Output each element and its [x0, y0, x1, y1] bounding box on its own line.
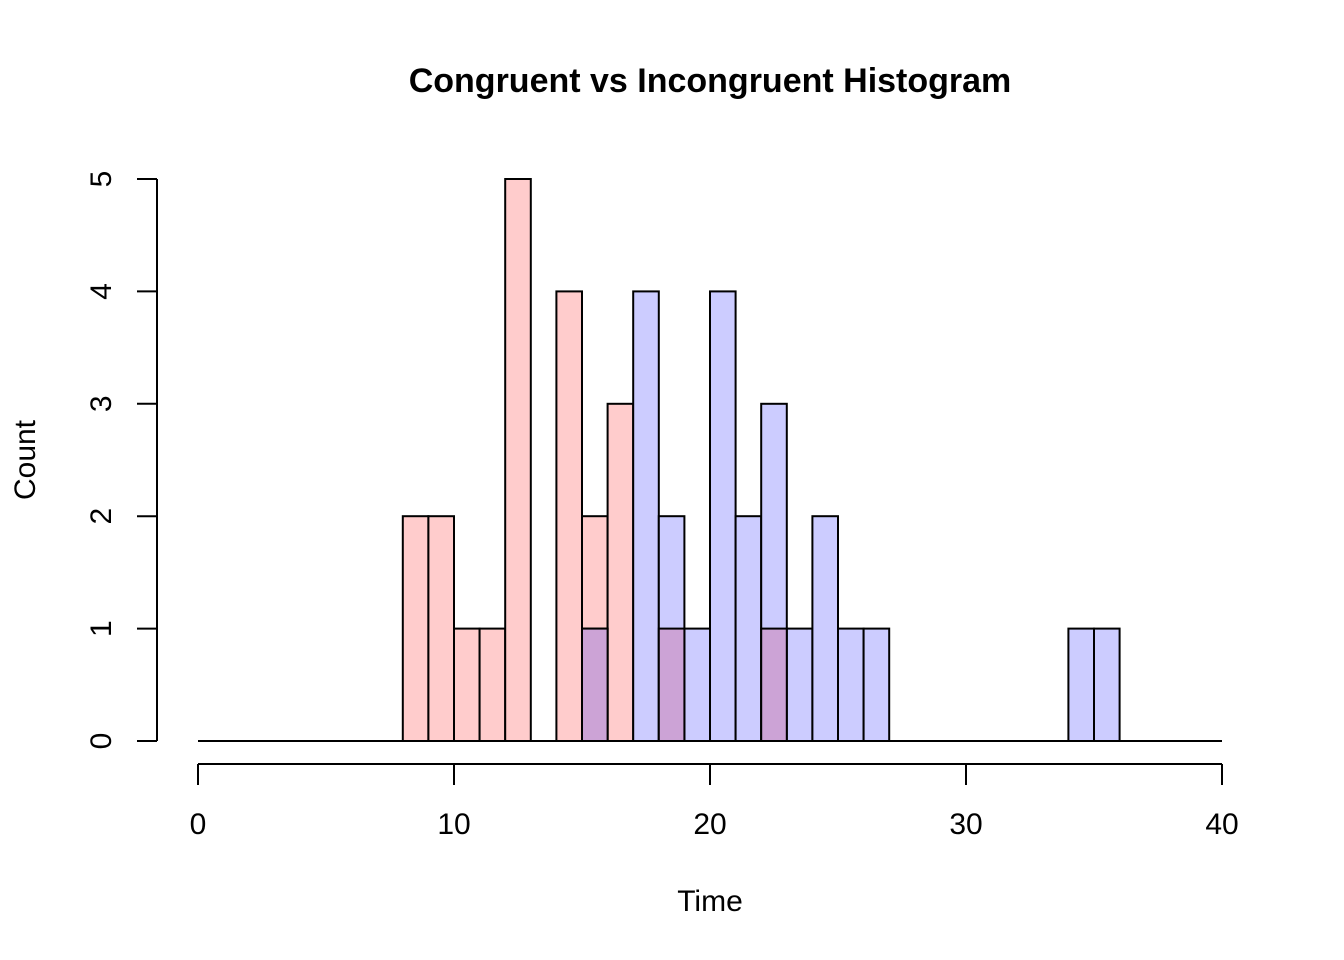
histogram-bar	[734, 515, 763, 743]
histogram-bar	[785, 627, 814, 742]
y-axis-label: Count	[9, 419, 42, 500]
y-tick-label: 0	[85, 733, 118, 750]
histogram-bar	[401, 515, 430, 743]
histogram-bar-overlap	[657, 627, 686, 742]
histogram-bar	[862, 627, 891, 742]
y-axis: 0 1 2 3 4 5	[85, 171, 158, 750]
histogram-bar	[1067, 627, 1096, 742]
x-axis-label: Time	[677, 885, 743, 918]
histogram-bar	[555, 290, 584, 742]
histogram-bar	[837, 627, 865, 742]
histogram-bar	[453, 627, 481, 742]
histogram-bar	[1093, 627, 1121, 742]
histogram-bar	[811, 515, 840, 743]
histogram-bar	[427, 515, 455, 743]
y-tick-label: 3	[85, 395, 118, 412]
x-tick-label: 20	[693, 808, 726, 841]
x-axis: 0 10 20 30 40	[190, 763, 1239, 841]
histogram-bar	[709, 290, 737, 742]
histogram-bar	[632, 290, 660, 742]
histogram-bar	[683, 627, 712, 742]
y-tick-label: 1	[85, 620, 118, 637]
x-tick-label: 0	[190, 808, 207, 841]
x-tick-label: 10	[437, 808, 470, 841]
histogram-bar-overlap	[760, 627, 788, 742]
histogram-bar	[504, 178, 532, 742]
bars-group	[401, 178, 1121, 743]
x-tick-label: 40	[1205, 808, 1238, 841]
histogram-bar	[478, 627, 507, 742]
y-tick-label: 5	[85, 171, 118, 188]
histogram-bar	[606, 402, 635, 742]
x-tick-label: 30	[949, 808, 982, 841]
y-tick-label: 2	[85, 508, 118, 525]
y-tick-label: 4	[85, 283, 118, 300]
histogram-bar-overlap	[581, 627, 609, 742]
chart-title: Congruent vs Incongruent Histogram	[409, 62, 1012, 100]
